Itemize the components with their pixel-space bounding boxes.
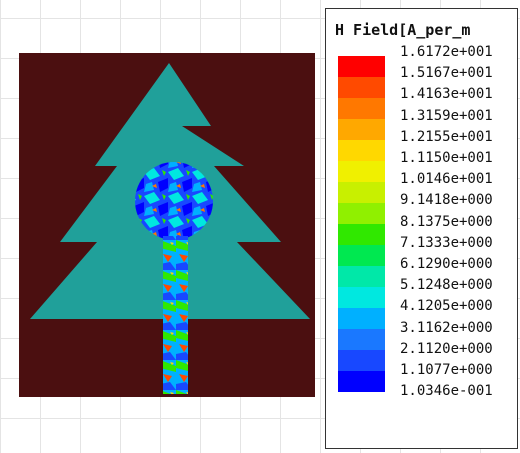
legend-value: 1.6172e+001 (400, 44, 493, 60)
legend-swatch (338, 98, 385, 119)
legend-value: 9.1418e+000 (400, 192, 493, 209)
legend-swatch (338, 224, 385, 245)
legend-value: 1.4163e+001 (400, 86, 493, 103)
legend-swatch (338, 308, 385, 329)
legend-value: 6.1290e+000 (400, 256, 493, 272)
legend-value: 1.3159e+001 (400, 107, 493, 124)
feed-core (166, 290, 185, 394)
field-legend: H Field[A_per_m 1.6172e+001 1.5167e+001 1.… (325, 8, 518, 449)
legend-swatch (338, 203, 385, 224)
legend-swatch (338, 56, 385, 77)
legend-title: H Field[A_per_m (335, 21, 471, 39)
legend-value: 1.0346e-001 (400, 383, 493, 400)
legend-value: 1.2155e+001 (400, 128, 493, 145)
legend-value: 5.1248e+000 (400, 277, 493, 294)
legend-value: 1.1077e+000 (400, 362, 493, 378)
legend-colorbar (338, 56, 385, 392)
legend-value: 1.5167e+001 (400, 65, 493, 82)
legend-value: 3.1162e+000 (400, 319, 493, 336)
field-circle (135, 162, 213, 240)
legend-value: 7.1333e+000 (400, 234, 493, 251)
legend-value: 8.1375e+000 (400, 213, 493, 230)
legend-swatch (338, 371, 385, 392)
legend-value: 4.1205e+000 (400, 298, 493, 315)
legend-swatch (338, 119, 385, 140)
antenna-model (19, 53, 315, 397)
legend-swatch (338, 329, 385, 350)
legend-value: 1.1150e+001 (400, 150, 493, 166)
legend-swatch (338, 245, 385, 266)
legend-value: 2.1120e+000 (400, 340, 493, 357)
legend-swatch (338, 287, 385, 308)
legend-swatch (338, 182, 385, 203)
legend-swatch (338, 266, 385, 287)
legend-swatch (338, 161, 385, 182)
legend-value: 1.0146e+001 (400, 171, 493, 188)
legend-swatch (338, 77, 385, 98)
legend-swatch (338, 350, 385, 371)
legend-swatch (338, 140, 385, 161)
